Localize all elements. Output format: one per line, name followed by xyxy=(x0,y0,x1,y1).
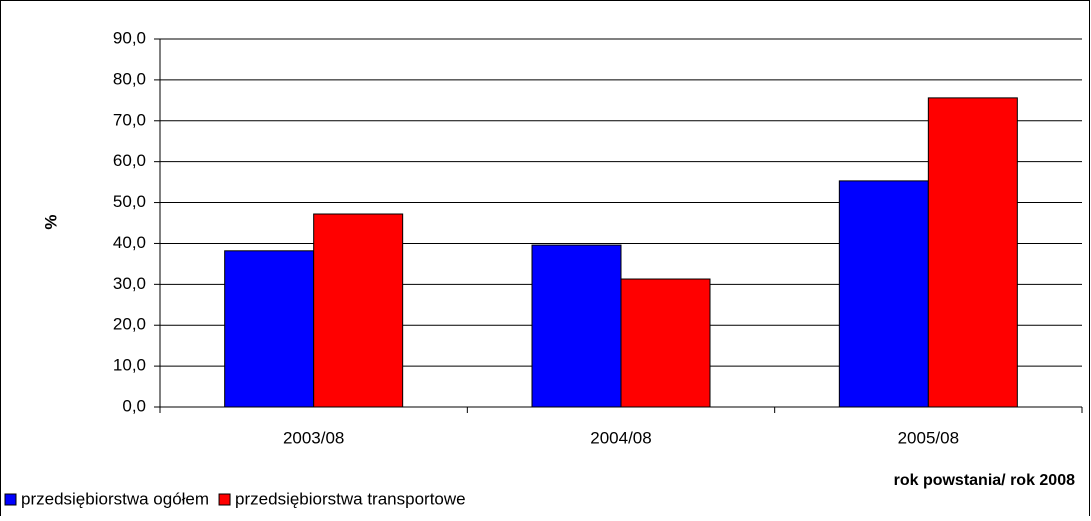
bar xyxy=(838,180,929,408)
x-tick-label: 2005/08 xyxy=(898,428,959,447)
legend-label: przedsiębiorstwa ogółem xyxy=(21,489,209,508)
bar xyxy=(224,250,315,408)
x-tick-label: 2004/08 xyxy=(590,428,651,447)
bar xyxy=(620,278,711,408)
y-tick-label: 40,0 xyxy=(113,233,146,252)
y-tick-label: 90,0 xyxy=(113,28,146,47)
bar xyxy=(313,213,404,408)
y-tick-label: 70,0 xyxy=(113,110,146,129)
y-tick-label: 10,0 xyxy=(113,356,146,375)
y-axis-title: % xyxy=(41,214,60,229)
y-tick-label: 30,0 xyxy=(113,274,146,293)
bar xyxy=(531,244,622,408)
legend-swatch xyxy=(4,493,17,506)
y-tick-label: 0,0 xyxy=(122,396,146,415)
bar xyxy=(927,97,1018,408)
y-tick-label: 50,0 xyxy=(113,192,146,211)
x-axis-title: rok powstania/ rok 2008 xyxy=(894,472,1076,489)
y-tick-label: 80,0 xyxy=(113,69,146,88)
legend-swatch xyxy=(218,493,231,506)
y-tick-label: 60,0 xyxy=(113,151,146,170)
legend-label: przedsiębiorstwa transportowe xyxy=(235,489,466,508)
x-tick-label: 2003/08 xyxy=(283,428,344,447)
y-tick-label: 20,0 xyxy=(113,315,146,334)
